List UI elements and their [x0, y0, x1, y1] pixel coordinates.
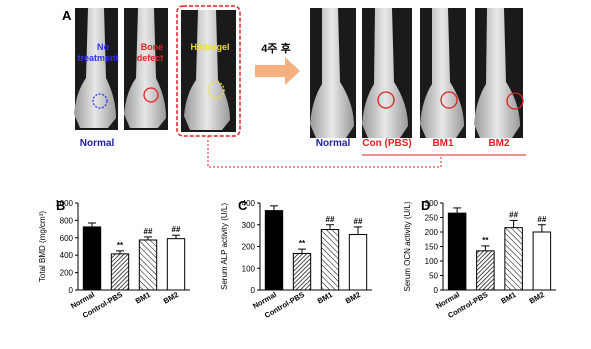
panel-label: C	[238, 198, 248, 213]
y-tick-label: 1000	[55, 199, 73, 208]
bar	[166, 238, 186, 291]
overlay-text: No	[97, 42, 109, 52]
overlay-text: defect	[137, 53, 164, 63]
bar	[447, 212, 467, 291]
y-tick-label: 150	[425, 243, 439, 252]
significance-label: **	[117, 241, 124, 250]
y-tick-label: 0	[434, 286, 439, 295]
y-tick-label: 0	[69, 286, 74, 295]
y-tick-label: 200	[60, 269, 74, 278]
y-axis-label: Serum ALP activity (U/L)	[220, 203, 229, 290]
y-tick-label: 50	[429, 272, 438, 281]
overlay-text: treatment	[77, 53, 118, 63]
significance-label: ##	[509, 210, 518, 219]
significance-label: ##	[326, 215, 335, 224]
bar	[264, 210, 284, 291]
y-tick-label: 100	[242, 264, 256, 273]
bar	[320, 229, 340, 291]
image-label: BM2	[488, 138, 510, 149]
bar	[348, 234, 368, 291]
image-label: BM1	[432, 138, 454, 149]
y-tick-label: 800	[60, 216, 74, 225]
bar	[504, 227, 523, 291]
significance-label: ##	[144, 227, 153, 236]
bar	[292, 252, 312, 291]
bar	[138, 239, 158, 291]
x-tick-label: BM2	[528, 290, 546, 306]
x-tick-label: BM1	[134, 290, 152, 306]
y-tick-label: 200	[425, 228, 439, 237]
y-axis-label: Total BMD (mg/cm³)	[38, 211, 47, 282]
image-label: Con (PBS)	[362, 138, 411, 149]
panel-label: A	[62, 8, 72, 23]
y-tick-label: 300	[425, 199, 439, 208]
significance-label: ##	[354, 217, 363, 226]
y-tick-label: 250	[425, 214, 439, 223]
image-label: Normal	[80, 138, 115, 149]
bar	[532, 231, 552, 291]
panel-label: D	[421, 198, 430, 213]
significance-label: **	[482, 236, 489, 245]
panel-a: A 4주 후 No treatment Bone defect Hydrogel…	[62, 5, 526, 168]
y-tick-label: 600	[60, 234, 74, 243]
y-tick-label: 400	[60, 251, 74, 260]
overlay-text: Bone	[141, 42, 164, 52]
y-tick-label: 400	[242, 199, 256, 208]
panel-label: B	[56, 198, 65, 213]
xray-images	[74, 8, 523, 138]
y-tick-label: 200	[242, 243, 256, 252]
bar	[110, 253, 130, 291]
x-tick-label: BM2	[344, 290, 362, 306]
bar	[476, 250, 495, 291]
y-tick-label: 300	[242, 221, 256, 230]
x-tick-label: BM1	[316, 290, 334, 306]
x-tick-label: BM1	[499, 290, 517, 306]
y-tick-label: 0	[251, 286, 256, 295]
bar	[82, 226, 102, 291]
image-label: Normal	[316, 138, 351, 149]
y-tick-label: 100	[425, 257, 439, 266]
overlay-text: Hydrogel	[190, 42, 229, 52]
significance-label: ##	[172, 225, 181, 234]
significance-label: **	[299, 239, 306, 248]
time-label: 4주 후	[261, 41, 290, 55]
significance-label: ##	[537, 215, 546, 224]
y-axis-label: Serum OCN activity (U/L)	[403, 201, 412, 292]
x-tick-label: BM2	[162, 290, 180, 306]
